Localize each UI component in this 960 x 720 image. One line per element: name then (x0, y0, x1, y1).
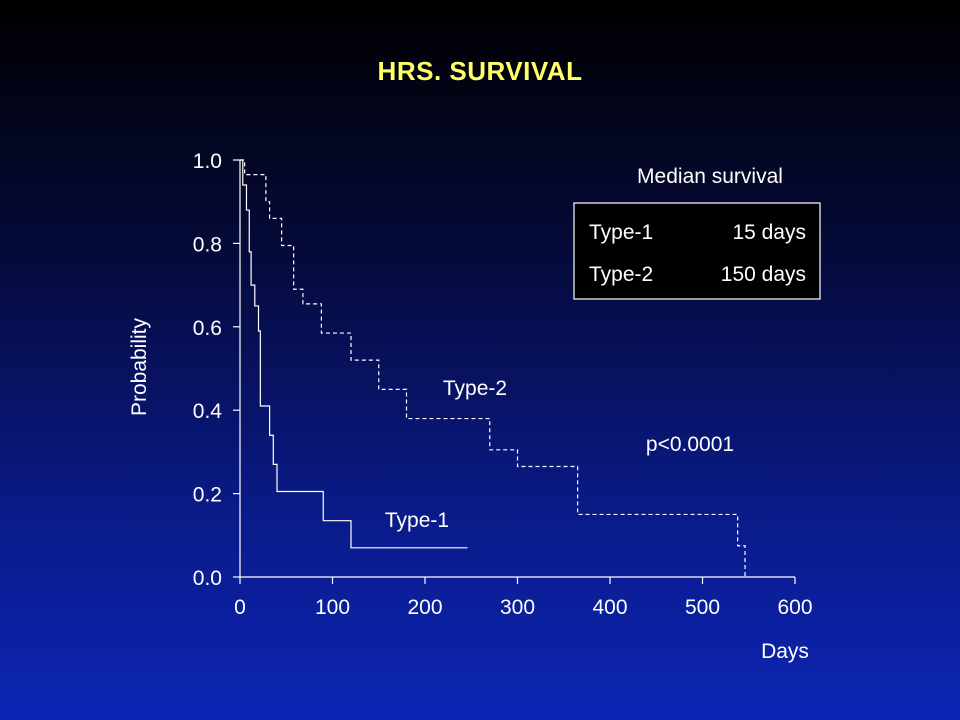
x-axis-label: Days (761, 640, 809, 663)
series-type-2-line (240, 159, 746, 577)
axes: 0.0 0.2 0.4 0.6 0.8 1.0 0 100 200 300 400 500 600 (193, 150, 813, 619)
y-tick-label: 0.8 (193, 233, 222, 256)
x-tick-label: 600 (777, 596, 812, 619)
x-tick-label: 200 (407, 596, 442, 619)
x-tick-label: 0 (234, 596, 246, 619)
x-tick-label: 100 (315, 596, 350, 619)
median-survival-box (573, 202, 821, 300)
y-tick-label: 0.2 (193, 484, 222, 507)
y-tick-label: 0.4 (193, 400, 223, 423)
y-tick-label: 0.6 (193, 317, 222, 340)
series-type-1-line (240, 159, 468, 549)
type2-series-label: Type-2 (443, 377, 507, 400)
p-value-annotation: p<0.0001 (646, 433, 734, 456)
median-row-2-value: 150 days (721, 263, 806, 286)
median-row-1-group: Type-1 (589, 221, 653, 244)
x-tick-label: 400 (592, 596, 627, 619)
x-tick-label: 300 (500, 596, 535, 619)
y-tick-label: 0.0 (193, 567, 222, 590)
y-axis-label: Probability (128, 317, 151, 416)
x-tick-label: 500 (685, 596, 720, 619)
median-row-1-value: 15 days (732, 221, 806, 244)
median-survival-title: Median survival (637, 165, 783, 188)
y-tick-label: 1.0 (193, 150, 222, 173)
series-layer (240, 159, 746, 577)
type1-series-label: Type-1 (385, 509, 449, 532)
median-row-2-group: Type-2 (589, 263, 653, 286)
chart-title: HRS. SURVIVAL (377, 56, 583, 86)
